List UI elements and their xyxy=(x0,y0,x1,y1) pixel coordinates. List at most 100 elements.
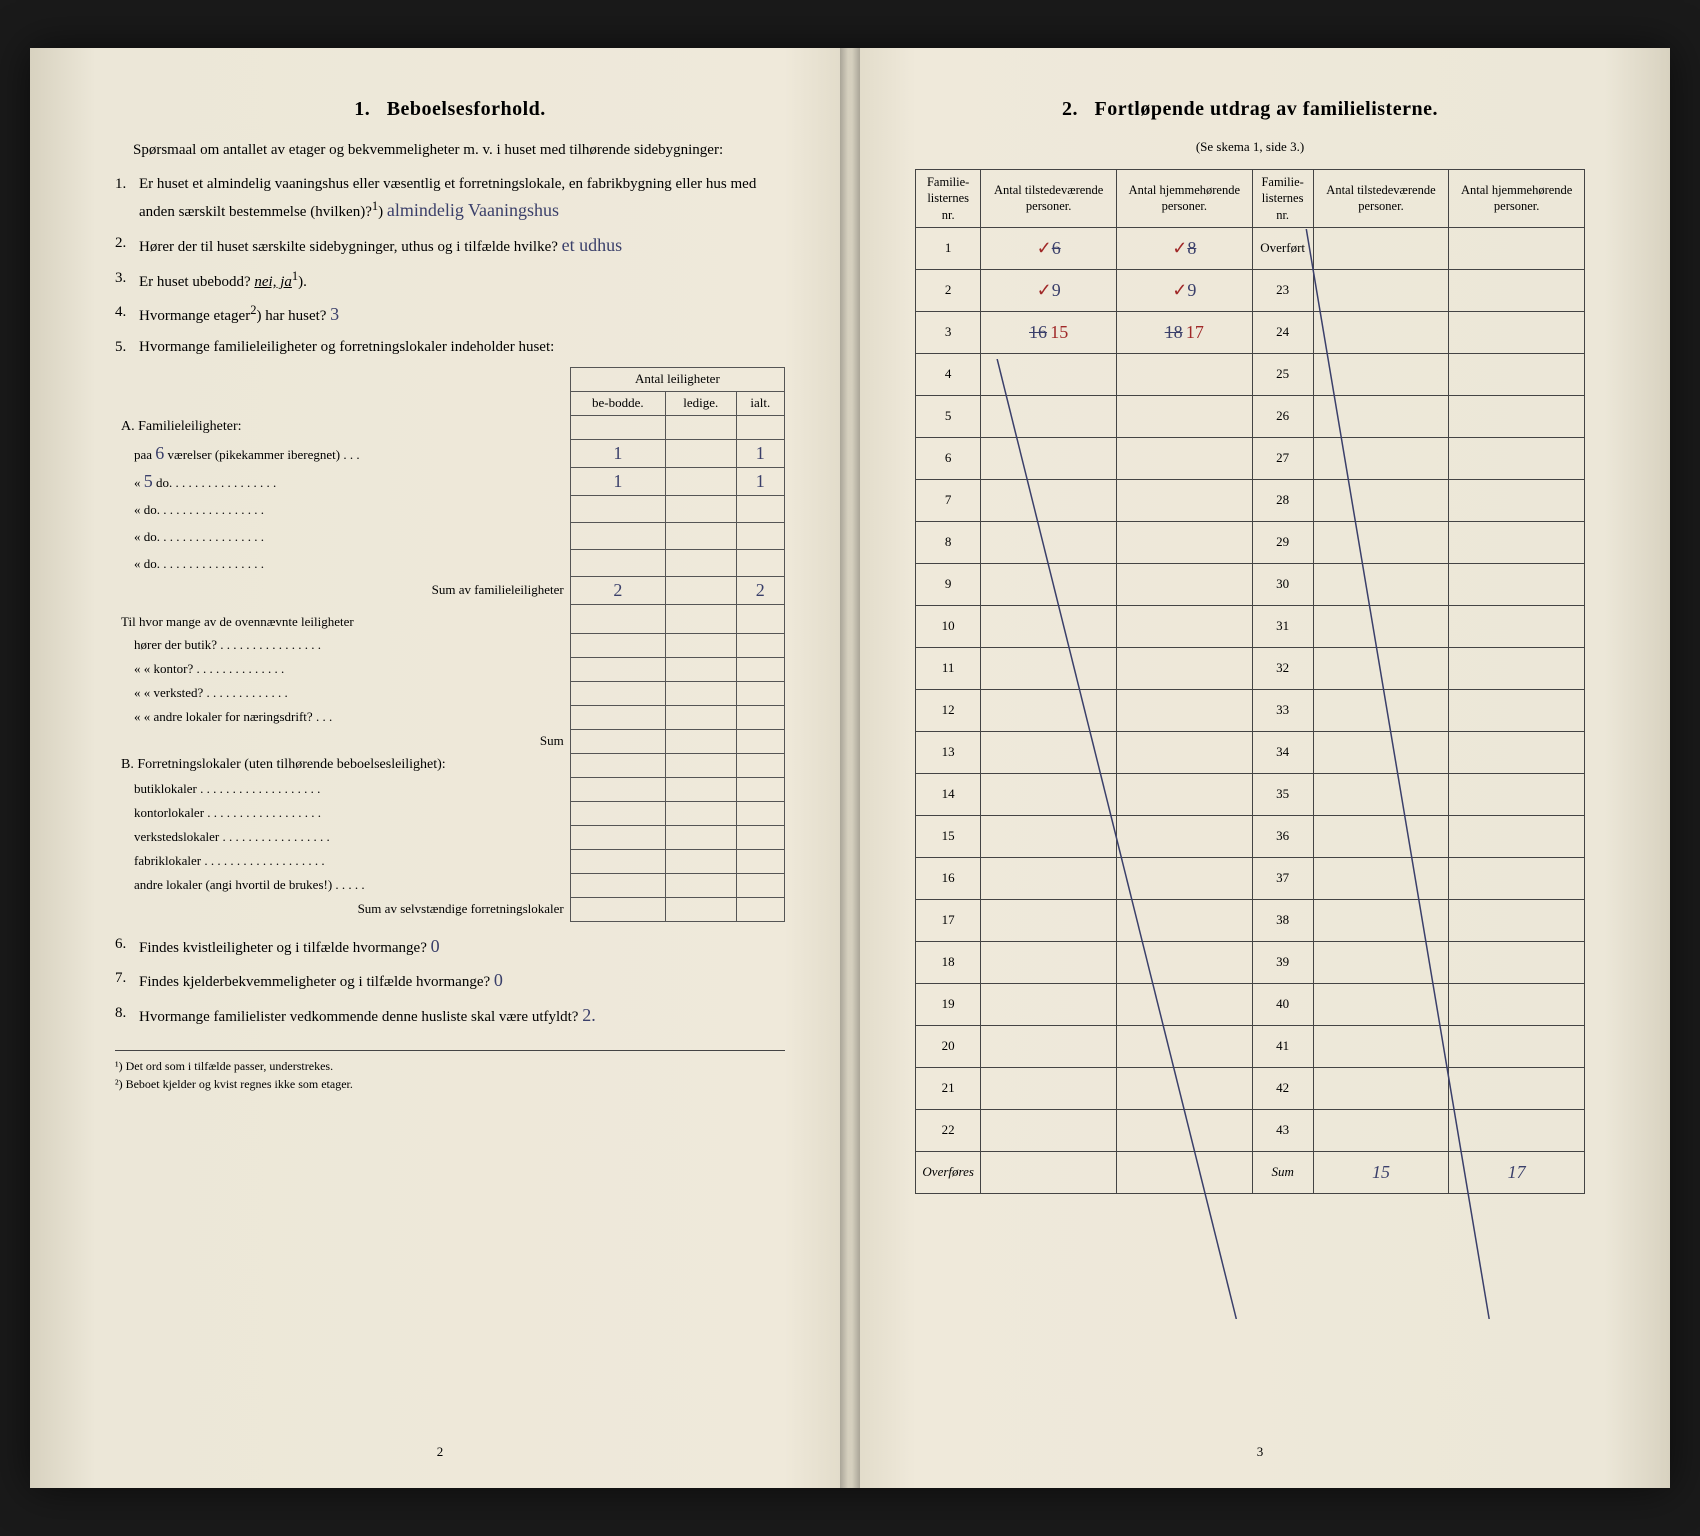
fam-h6: Antal hjemmehørende personer. xyxy=(1449,170,1585,228)
fam-a xyxy=(981,1025,1117,1067)
fam-a xyxy=(981,983,1117,1025)
fam-row: 2 ✓9 ✓9 23 xyxy=(916,269,1585,311)
fam-b2 xyxy=(1449,521,1585,563)
fam-h4: Familie-listernes nr. xyxy=(1252,170,1313,228)
fam-a2 xyxy=(1313,563,1449,605)
fam-nr2: 36 xyxy=(1252,815,1313,857)
fam-b xyxy=(1116,773,1252,815)
q6-answer: 0 xyxy=(431,936,440,956)
a-row-ialt xyxy=(736,522,784,549)
fam-a2 xyxy=(1313,437,1449,479)
q4: 4. Hvormange etager2) har huset? 3 xyxy=(115,300,785,329)
fn1-text: Det ord som i tilfælde passer, understre… xyxy=(126,1059,333,1073)
fam-b xyxy=(1116,941,1252,983)
fam-b xyxy=(1116,1067,1252,1109)
fn1: ¹) Det ord som i tilfælde passer, unders… xyxy=(115,1057,785,1075)
a-row-ledige xyxy=(665,522,736,549)
b-row: butiklokaler . . . . . . . . . . . . . .… xyxy=(115,777,785,801)
fam-nr: 3 xyxy=(916,311,981,353)
q4-num: 4. xyxy=(115,300,126,324)
a-row: paa 6 værelser (pikekammer iberegnet) . … xyxy=(115,439,785,467)
a-row-label: « 5 do. . . . . . . . . . . . . . . . . xyxy=(115,467,570,495)
fam-nr: 2 xyxy=(916,269,981,311)
fam-b2 xyxy=(1449,1109,1585,1151)
a-row-ialt xyxy=(736,495,784,522)
fam-b2 xyxy=(1449,437,1585,479)
fam-a2 xyxy=(1313,353,1449,395)
leil-h1: be-bodde. xyxy=(570,391,665,415)
fam-nr2: 35 xyxy=(1252,773,1313,815)
a-row: « do. . . . . . . . . . . . . . . . . xyxy=(115,522,785,549)
a-row-label: « do. . . . . . . . . . . . . . . . . xyxy=(115,549,570,576)
fam-a: ✓6 xyxy=(981,227,1117,269)
fam-nr: 22 xyxy=(916,1109,981,1151)
fam-b xyxy=(1116,395,1252,437)
a-row: « 5 do. . . . . . . . . . . . . . . . . … xyxy=(115,467,785,495)
fam-a2 xyxy=(1313,269,1449,311)
b-row: fabriklokaler . . . . . . . . . . . . . … xyxy=(115,849,785,873)
section-1-text: Beboelsesforhold. xyxy=(387,98,546,120)
fam-b2 xyxy=(1449,311,1585,353)
q7-text: Findes kjelderbekvemmeligheter og i tilf… xyxy=(139,974,490,990)
fam-nr2: 34 xyxy=(1252,731,1313,773)
q7-num: 7. xyxy=(115,966,126,990)
fam-b: 18 17 xyxy=(1116,311,1252,353)
fam-b2 xyxy=(1449,1025,1585,1067)
a-row-ialt: 1 xyxy=(736,439,784,467)
fam-a xyxy=(981,437,1117,479)
fam-b xyxy=(1116,731,1252,773)
leil-h2: ledige. xyxy=(665,391,736,415)
a-row-bebodde xyxy=(570,522,665,549)
fam-nr2: 41 xyxy=(1252,1025,1313,1067)
overfores-label: Overføres xyxy=(916,1151,981,1193)
leiligheter-table: Antal leiligheter be-bodde. ledige. ialt… xyxy=(115,367,785,922)
gutter xyxy=(840,48,860,1488)
fam-row: 19 40 xyxy=(916,983,1585,1025)
leil-group-header: Antal leiligheter xyxy=(570,367,784,391)
fam-nr: 7 xyxy=(916,479,981,521)
leil-header-cols: be-bodde. ledige. ialt. xyxy=(115,391,785,415)
a-row-bebodde: 1 xyxy=(570,467,665,495)
fam-b xyxy=(1116,857,1252,899)
a-sum-label: Sum av familieleiligheter xyxy=(115,576,570,604)
book-spread: 1. Beboelsesforhold. Spørsmaal om antall… xyxy=(30,48,1670,1488)
mid-intro-row: Til hvor mange av de ovennævnte leilighe… xyxy=(115,604,785,633)
fam-b xyxy=(1116,689,1252,731)
fam-b2 xyxy=(1449,1067,1585,1109)
fam-b2 xyxy=(1449,773,1585,815)
a-row-bebodde xyxy=(570,495,665,522)
fam-row: 6 27 xyxy=(916,437,1585,479)
fam-header-row: Familie-listernes nr. Antal tilstedevære… xyxy=(916,170,1585,228)
fam-b2 xyxy=(1449,563,1585,605)
q3-text: Er huset ubebodd? xyxy=(139,274,251,290)
a-row-ledige xyxy=(665,439,736,467)
fam-row: 7 28 xyxy=(916,479,1585,521)
fam-nr: 16 xyxy=(916,857,981,899)
a-sum-bebodde: 2 xyxy=(613,580,622,600)
fam-a2 xyxy=(1313,395,1449,437)
q1-answer: almindelig Vaaningshus xyxy=(387,200,559,220)
sum-a: 15 xyxy=(1372,1162,1390,1182)
q2-text: Hører der til huset særskilte sidebygnin… xyxy=(139,239,558,255)
fam-a2 xyxy=(1313,605,1449,647)
fn2-text: Beboet kjelder og kvist regnes ikke som … xyxy=(126,1077,353,1091)
fam-nr2: 24 xyxy=(1252,311,1313,353)
b-row-label: verkstedslokaler . . . . . . . . . . . .… xyxy=(115,825,570,849)
q8-num: 8. xyxy=(115,1001,126,1025)
footnotes: ¹) Det ord som i tilfælde passer, unders… xyxy=(115,1050,785,1093)
fam-row: 17 38 xyxy=(916,899,1585,941)
fam-b2 xyxy=(1449,899,1585,941)
fam-b2 xyxy=(1449,941,1585,983)
q8-answer: 2. xyxy=(582,1005,596,1025)
fam-a xyxy=(981,521,1117,563)
fam-b2 xyxy=(1449,227,1585,269)
fam-b xyxy=(1116,983,1252,1025)
fam-nr: 13 xyxy=(916,731,981,773)
fam-nr2: 23 xyxy=(1252,269,1313,311)
mid-row: « « andre lokaler for næringsdrift? . . … xyxy=(115,705,785,729)
q6-num: 6. xyxy=(115,932,126,956)
fam-b2 xyxy=(1449,353,1585,395)
a-row-ialt xyxy=(736,549,784,576)
fam-a2 xyxy=(1313,1025,1449,1067)
fam-a xyxy=(981,731,1117,773)
